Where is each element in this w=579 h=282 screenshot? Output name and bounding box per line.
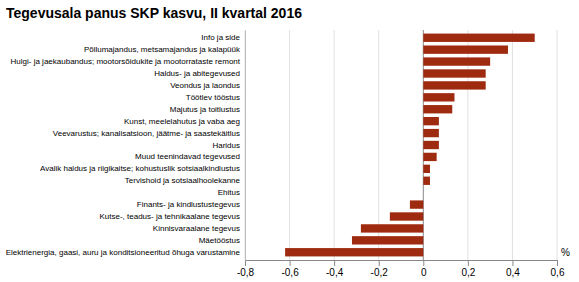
x-axis: -0,8 -0,6 -0,4 -0,2 0 0,2 0,4 0,6 — [237, 260, 565, 278]
grid-line — [245, 30, 246, 260]
bar — [423, 165, 430, 173]
y-axis: Info ja side Põllumajandus, metsamajandus… — [6, 31, 246, 261]
category-label: Haridus — [212, 141, 240, 150]
x-axis-label: % — [561, 247, 570, 258]
tick-label: -0,8 — [237, 267, 255, 278]
bar — [423, 177, 430, 185]
y-tick: Kutse-, teadus- ja tehnikaalane tegevus — [99, 212, 245, 221]
x-tick: 0,6 — [551, 260, 565, 278]
category-label: Majutus ja toitlustus — [170, 105, 240, 114]
plot: -0,8 -0,6 -0,4 -0,2 0 0,2 0,4 0,6 Info ja side Põ… — [6, 30, 570, 278]
category-label: Muud teenindavad tegevused — [135, 152, 240, 161]
y-tick: Haldus- ja abitegevused — [154, 69, 245, 78]
bar — [410, 200, 423, 208]
bar — [352, 236, 423, 244]
bar — [423, 34, 534, 42]
category-label: Info ja side — [201, 33, 240, 42]
y-tick: Hulgi- ja jaekaubandus; mootorsõidukite … — [11, 57, 245, 66]
grid — [245, 30, 557, 260]
category-label: Põllumajandus, metsamajandus ja kalapüük — [84, 45, 241, 54]
tick-label: -0,6 — [281, 267, 299, 278]
x-tick: -0,8 — [237, 260, 255, 278]
tick-label: 0,4 — [506, 267, 520, 278]
category-label: Finants- ja kindlustustegevus — [137, 200, 240, 209]
tick-mark — [512, 260, 513, 266]
tick-mark — [423, 260, 424, 266]
category-label: Hulgi- ja jaekaubandus; mootorsõidukite … — [11, 57, 241, 66]
bars — [285, 34, 535, 257]
category-label: Avalik haldus ja riigikaitse; kohustusli… — [40, 164, 240, 173]
tick-mark — [468, 260, 469, 266]
axis-line — [245, 31, 246, 261]
y-tick: Mäetööstus — [199, 236, 245, 245]
category-label: Elektrienergia, gaasi, auru ja konditsio… — [6, 248, 241, 257]
y-tick: Haridus — [212, 141, 245, 150]
y-tick: Tervishoid ja sotsiaalhoolekanne — [125, 176, 245, 185]
bar — [423, 69, 485, 77]
y-tick: Kinnisvaraalane tegevus — [153, 224, 245, 233]
category-label: Ehitus — [218, 188, 240, 197]
x-tick: -0,6 — [281, 260, 299, 278]
category-label: Töötlev tööstus — [186, 93, 240, 102]
x-tick: 0,2 — [461, 260, 475, 278]
bar — [390, 212, 423, 220]
tick-mark — [290, 260, 291, 266]
tick-label: 0,2 — [461, 267, 475, 278]
tick-label: 0 — [421, 267, 427, 278]
tick-mark — [379, 260, 380, 266]
tick-label: -0,4 — [326, 267, 344, 278]
bar — [423, 129, 439, 137]
category-label: Veevarustus; kanalisatsioon, jäätme- ja … — [53, 129, 240, 138]
x-tick: -0,4 — [326, 260, 344, 278]
category-label: Tervishoid ja sotsiaalhoolekanne — [125, 176, 241, 185]
grid-line — [334, 30, 335, 260]
bar — [423, 105, 452, 113]
y-tick: Ehitus — [218, 188, 245, 197]
x-tick: -0,2 — [371, 260, 389, 278]
bar — [423, 45, 508, 53]
bar — [423, 93, 454, 101]
tick-label: 0,6 — [551, 267, 565, 278]
tick-mark — [334, 260, 335, 266]
category-label: Haldus- ja abitegevused — [154, 69, 240, 78]
tick-mark — [557, 260, 558, 266]
y-tick: Info ja side — [201, 33, 245, 42]
grid-line — [557, 30, 558, 260]
title: Tegevusala panus SKP kasvu, II kvartal 2… — [6, 5, 302, 21]
tick-mark — [245, 260, 246, 266]
category-label: Kunst, meelelahutus ja vaba aeg — [124, 117, 240, 126]
bar — [423, 153, 436, 161]
y-tick: Finants- ja kindlustustegevus — [137, 200, 245, 209]
y-tick: Töötlev tööstus — [186, 93, 245, 102]
bar — [423, 57, 490, 65]
y-tick: Avalik haldus ja riigikaitse; kohustusli… — [40, 164, 245, 173]
tick-label: -0,2 — [371, 267, 389, 278]
y-tick: Majutus ja toitlustus — [170, 105, 245, 114]
grid-line — [512, 30, 513, 260]
bar — [423, 141, 439, 149]
y-tick: Muud teenindavad tegevused — [135, 152, 245, 161]
y-tick: Kunst, meelelahutus ja vaba aeg — [124, 117, 245, 126]
y-tick: Veondus ja laondus — [170, 81, 245, 90]
category-label: Mäetööstus — [199, 236, 240, 245]
category-label: Kinnisvaraalane tegevus — [153, 224, 240, 233]
chart: -0,8 -0,6 -0,4 -0,2 0 0,2 0,4 0,6 Info ja side Põ… — [0, 0, 579, 282]
y-tick: Elektrienergia, gaasi, auru ja konditsio… — [6, 248, 245, 257]
bar — [361, 224, 423, 232]
y-tick: Põllumajandus, metsamajandus ja kalapüük — [84, 45, 245, 54]
grid-line — [289, 30, 290, 260]
y-tick: Veevarustus; kanalisatsioon, jäätme- ja … — [53, 129, 245, 138]
bar — [423, 188, 424, 196]
bar — [423, 81, 485, 89]
category-label: Veondus ja laondus — [170, 81, 240, 90]
axis-line — [246, 260, 558, 261]
x-tick: 0 — [421, 260, 427, 278]
category-label: Kutse-, teadus- ja tehnikaalane tegevus — [99, 212, 240, 221]
x-tick: 0,4 — [506, 260, 520, 278]
bar — [423, 117, 439, 125]
bar — [285, 248, 423, 256]
